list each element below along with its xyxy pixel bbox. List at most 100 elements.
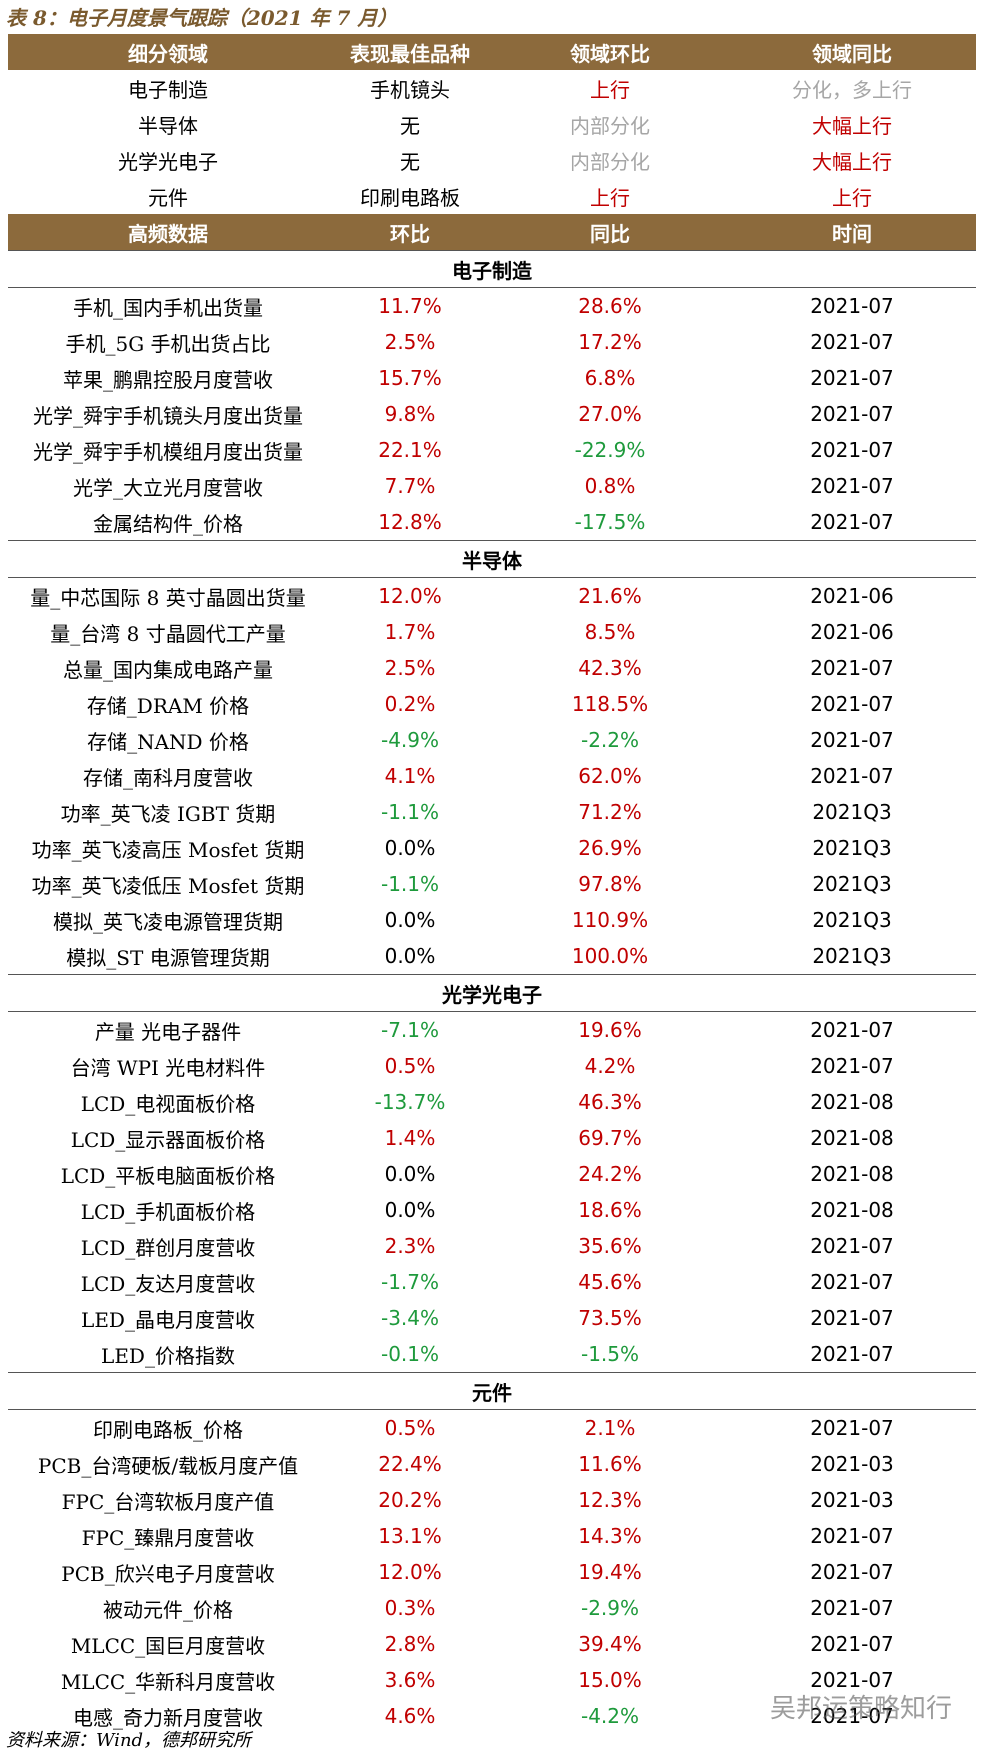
change-value: 13.1% [378,1524,442,1548]
header-row: 高频数据 环比 同比 时间 [8,214,976,251]
data-row: 手机_国内手机出货量 11.7% 28.6% 2021-07 [8,288,976,325]
watermark: 吴邦运策略知行 [770,1694,953,1724]
change-value: 12.3% [578,1488,642,1512]
period: 2021-07 [810,1416,894,1440]
header-cell: 高频数据 [8,214,328,251]
change-value: 73.5% [578,1306,642,1330]
section-title: 元件 [8,1372,976,1410]
change-value: 7.7% [384,474,436,498]
indicator-name: 量_台湾 8 寸晶圆代工产量 [50,621,286,646]
change-value: 45.6% [578,1270,642,1294]
indicator-name: 功率_英飞凌低压 Mosfet 货期 [31,873,305,898]
indicator-name: 电感_奇力新月度营收 [73,1705,263,1730]
period: 2021-07 [810,1270,894,1294]
summary-cell: 手机镜头 [370,77,450,102]
period: 2021-07 [810,510,894,534]
table-title: 表 8：电子月度景气跟踪（2021 年 7 月） [6,6,398,30]
change-value: -22.9% [574,438,646,462]
indicator-name: 印刷电路板_价格 [93,1417,243,1442]
indicator-name: 金属结构件_价格 [93,511,243,536]
data-row: 总量_国内集成电路产量 2.5% 42.3% 2021-07 [8,650,976,686]
change-value: 0.0% [384,836,436,860]
data-row: LED_价格指数 -0.1% -1.5% 2021-07 [8,1336,976,1373]
period: 2021-07 [810,1596,894,1620]
data-row: 苹果_鹏鼎控股月度营收 15.7% 6.8% 2021-07 [8,360,976,396]
period: 2021-07 [810,1668,894,1692]
section-title: 半导体 [8,540,976,578]
data-row: 存储_DRAM 价格 0.2% 118.5% 2021-07 [8,686,976,722]
change-value: 100.0% [571,944,649,968]
change-value: 12.0% [378,584,442,608]
section-title: 电子制造 [8,250,976,288]
change-value: 28.6% [578,294,642,318]
indicator-name: 存储_DRAM 价格 [86,693,250,718]
section-row: 元件 [8,1372,976,1410]
indicator-name: 存储_NAND 价格 [87,729,249,754]
change-value: 4.2% [584,1054,636,1078]
summary-row: 电子制造 手机镜头 上行 分化，多上行 [8,70,976,106]
change-value: -2.2% [580,728,640,752]
indicator-name: 产量 光电子器件 [94,1019,242,1044]
change-value: 9.8% [384,402,436,426]
summary-row: 元件 印刷电路板 上行 上行 [8,178,976,214]
data-row: 功率_英飞凌高压 Mosfet 货期 0.0% 26.9% 2021Q3 [8,830,976,866]
change-value: 46.3% [578,1090,642,1114]
data-row: LCD_友达月度营收 -1.7% 45.6% 2021-07 [8,1264,976,1300]
data-row: FPC_臻鼎月度营收 13.1% 14.3% 2021-07 [8,1518,976,1554]
period: 2021Q3 [812,836,892,860]
indicator-name: LED_价格指数 [101,1343,235,1368]
change-value: 19.4% [578,1560,642,1584]
indicator-name: 总量_国内集成电路产量 [63,657,273,682]
change-value: 0.8% [584,474,636,498]
period: 2021-07 [810,330,894,354]
change-value: 19.6% [578,1018,642,1042]
change-value: 39.4% [578,1632,642,1656]
data-row: 电感_奇力新月度营收 4.6% -4.2% 2021-07 [8,1698,976,1734]
data-row: 功率_英飞凌低压 Mosfet 货期 -1.1% 97.8% 2021Q3 [8,866,976,902]
indicator-name: 光学_舜宇手机镜头月度出货量 [33,403,303,428]
data-row: 存储_NAND 价格 -4.9% -2.2% 2021-07 [8,722,976,758]
indicator-name: LED_晶电月度营收 [81,1307,255,1332]
change-value: 42.3% [578,656,642,680]
header-cell: 同比 [492,214,728,251]
change-value: 1.7% [384,620,436,644]
change-value: -7.1% [380,1018,440,1042]
change-value: -2.9% [580,1596,640,1620]
data-row: 光学_大立光月度营收 7.7% 0.8% 2021-07 [8,468,976,504]
indicator-name: 手机_国内手机出货量 [73,295,263,320]
summary-cell: 内部分化 [570,113,650,138]
period: 2021-08 [810,1162,894,1186]
change-value: -13.7% [374,1090,446,1114]
change-value: 2.8% [384,1632,436,1656]
data-row: FPC_台湾软板月度产值 20.2% 12.3% 2021-03 [8,1482,976,1518]
change-value: 97.8% [578,872,642,896]
data-row: LCD_显示器面板价格 1.4% 69.7% 2021-08 [8,1120,976,1156]
summary-cell: 分化，多上行 [792,77,912,102]
change-value: 69.7% [578,1126,642,1150]
change-value: 14.3% [578,1524,642,1548]
data-row: PCB_台湾硬板/载板月度产值 22.4% 11.6% 2021-03 [8,1446,976,1482]
period: 2021Q3 [812,944,892,968]
table-body: 细分领域 表现最佳品种 领域环比 领域同比 电子制造 手机镜头 上行 分化，多上行 半导体无内部… [8,34,976,1734]
change-value: 11.6% [578,1452,642,1476]
change-value: 26.9% [578,836,642,860]
change-value: 18.6% [578,1198,642,1222]
data-row: 被动元件_价格 0.3% -2.9% 2021-07 [8,1590,976,1626]
header-cell: 环比 [328,214,492,251]
change-value: 22.1% [378,438,442,462]
indicator-name: 功率_英飞凌 IGBT 货期 [60,801,276,826]
change-value: 12.8% [378,510,442,534]
change-value: -4.9% [380,728,440,752]
change-value: 0.5% [384,1054,436,1078]
change-value: 0.3% [384,1596,436,1620]
change-value: 0.0% [384,1198,436,1222]
source-note: 资料来源：Wind，德邦研究所 [6,1730,252,1751]
indicator-name: 苹果_鹏鼎控股月度营收 [63,367,273,392]
period: 2021-07 [810,1704,894,1728]
change-value: 0.0% [384,908,436,932]
data-row: MLCC_国巨月度营收 2.8% 39.4% 2021-07 [8,1626,976,1662]
change-value: 8.5% [584,620,636,644]
change-value: 24.2% [578,1162,642,1186]
change-value: 6.8% [584,366,636,390]
